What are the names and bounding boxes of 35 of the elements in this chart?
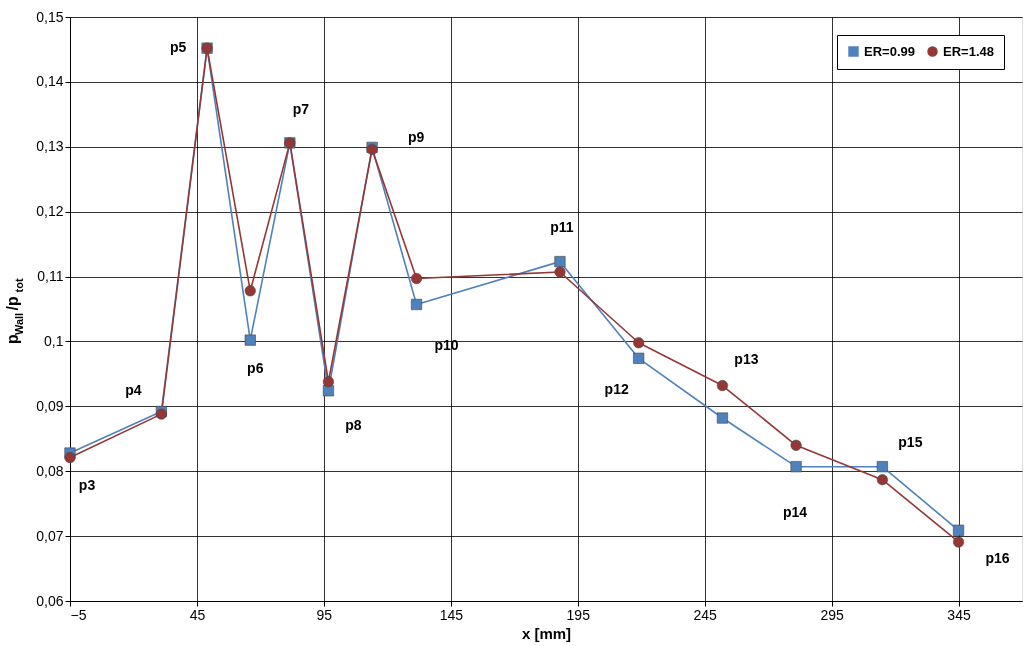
x-tick-label: 245 (693, 606, 718, 623)
x-tick-label: 95 (316, 606, 333, 623)
x-tick-label: −5 (70, 606, 87, 623)
annotation: p9 (407, 129, 425, 146)
annotation: p7 (292, 100, 310, 117)
y-tick-label: 0,06 (36, 592, 64, 609)
x-tick-label: 295 (820, 606, 844, 623)
y-tick-label: 0,1 (44, 332, 64, 349)
x-tick-label: 195 (566, 606, 591, 623)
annotation: p6 (247, 360, 264, 377)
annotation: p3 (78, 477, 96, 494)
x-tick-label: 345 (947, 606, 971, 623)
annotation: p14 (783, 503, 808, 520)
annotation: p13 (734, 350, 759, 367)
annotation: p15 (898, 433, 923, 450)
y-axis-title: pWall/ptot (4, 278, 25, 344)
legend-label: ER=1.48 (943, 43, 994, 59)
x-axis-title: x [mm] (521, 624, 572, 642)
legend-label: ER=0.99 (864, 43, 915, 59)
y-tick-label: 0,15 (36, 8, 64, 25)
y-tick-label: 0,11 (37, 268, 64, 285)
annotation: p16 (985, 550, 1010, 567)
y-tick-label: 0,07 (36, 527, 64, 544)
y-tick-label: 0,09 (36, 397, 64, 414)
annotation: p5 (169, 39, 187, 56)
annotation: p4 (125, 381, 142, 398)
x-tick-label: 45 (189, 606, 206, 623)
annotation: p11 (550, 218, 574, 235)
y-tick-label: 0,12 (36, 203, 64, 220)
x-tick-label: 145 (439, 606, 464, 623)
y-tick-label: 0,08 (36, 462, 64, 479)
annotation: p12 (604, 381, 629, 398)
y-tick-label: 0,13 (36, 138, 64, 155)
y-tick-label: 0,14 (36, 73, 64, 90)
annotation: p8 (345, 416, 362, 433)
